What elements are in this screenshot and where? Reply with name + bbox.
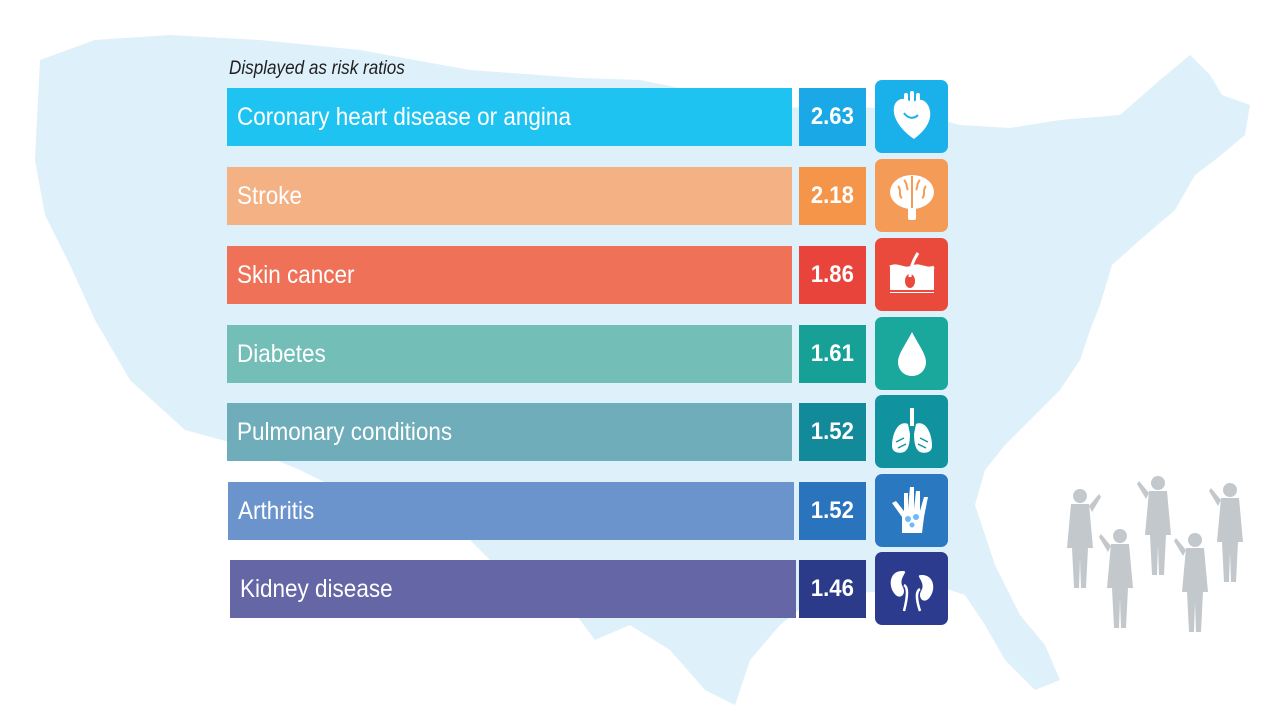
bar-row: Stroke 2.18 [0, 159, 1280, 232]
bar: Stroke [227, 167, 792, 225]
lungs-icon-box [875, 395, 948, 468]
brain-icon-box [875, 159, 948, 232]
skin-icon [888, 251, 935, 293]
bar: Pulmonary conditions [227, 403, 792, 461]
drop-icon [897, 331, 926, 376]
chart-subtitle: Displayed as risk ratios [229, 58, 405, 79]
value-label: 1.52 [811, 418, 854, 445]
heart-icon-box [875, 80, 948, 153]
bar: Diabetes [227, 325, 792, 383]
soldier-figure [1137, 476, 1171, 575]
value-box: 2.63 [799, 88, 866, 146]
soldier-figure [1099, 529, 1133, 628]
value-label: 1.46 [811, 575, 854, 602]
bar-row: Pulmonary conditions 1.52 [0, 395, 1280, 468]
value-box: 1.52 [799, 403, 866, 461]
bar-row: Skin cancer 1.86 [0, 238, 1280, 311]
soldier-figure [1209, 483, 1243, 582]
soldier-figure [1174, 533, 1208, 632]
bar-row: Kidney disease 1.46 [0, 552, 1280, 625]
heart-icon [893, 90, 930, 139]
value-label: 1.52 [811, 497, 854, 524]
category-label: Pulmonary conditions [237, 417, 453, 446]
bar: Kidney disease [230, 560, 796, 618]
bar-row: Coronary heart disease or angina 2.63 [0, 80, 1280, 153]
value-box: 2.18 [799, 167, 866, 225]
kidney-icon [890, 570, 933, 611]
hand-icon-box [875, 474, 948, 547]
category-label: Diabetes [237, 339, 326, 368]
kidney-icon-box [875, 552, 948, 625]
value-box: 1.52 [799, 482, 866, 540]
value-label: 1.61 [811, 340, 854, 367]
category-label: Skin cancer [237, 260, 355, 289]
bar-row: Arthritis 1.52 [0, 474, 1280, 547]
saluting-soldiers-silhouettes [1067, 476, 1243, 632]
soldier-figure [1067, 489, 1101, 588]
bar: Skin cancer [227, 246, 792, 304]
bar-row: Diabetes 1.61 [0, 317, 1280, 390]
category-label: Arthritis [238, 496, 315, 525]
drop-icon-box [875, 317, 948, 390]
value-label: 2.18 [811, 182, 854, 209]
value-box: 1.46 [799, 560, 866, 618]
brain-icon [889, 174, 934, 220]
bar: Arthritis [228, 482, 794, 540]
lungs-icon [891, 407, 932, 453]
category-label: Coronary heart disease or angina [237, 102, 571, 131]
category-label: Stroke [237, 181, 303, 210]
value-box: 1.61 [799, 325, 866, 383]
hand-icon [891, 486, 928, 533]
value-label: 1.86 [811, 261, 854, 288]
value-label: 2.63 [811, 103, 854, 130]
value-box: 1.86 [799, 246, 866, 304]
bar: Coronary heart disease or angina [227, 88, 792, 146]
skin-icon-box [875, 238, 948, 311]
category-label: Kidney disease [240, 574, 393, 603]
